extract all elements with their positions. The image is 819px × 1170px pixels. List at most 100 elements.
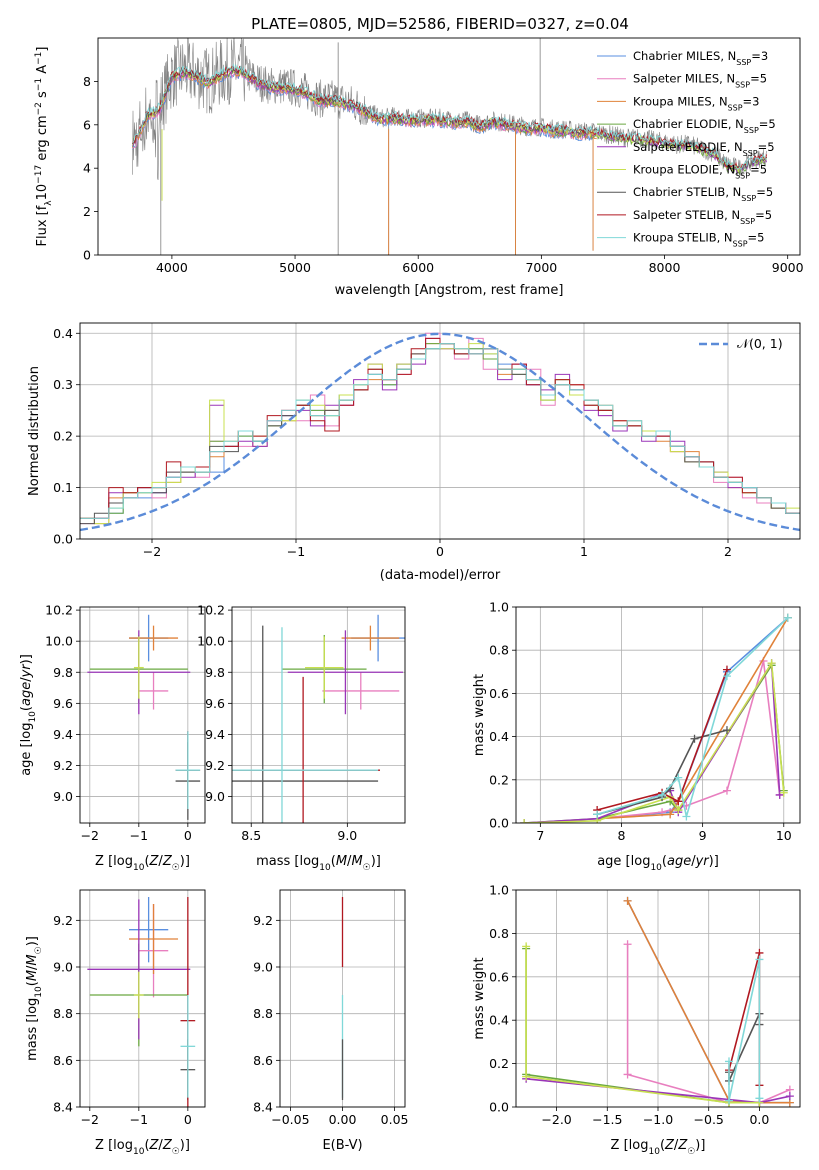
weight-marker <box>755 955 764 964</box>
weight_vs_Z-xtick-label: −0.5 <box>694 1112 724 1127</box>
model-chabrier-stelib <box>132 66 768 172</box>
age_vs_Z-xtick-label: −1 <box>130 828 148 843</box>
weight_vs_age-xtick-label: 7 <box>536 828 544 843</box>
spectrum-xlabel: wavelength [Angstrom, rest frame] <box>335 283 564 298</box>
legend-label: 𝒩(0, 1) <box>737 336 783 351</box>
legend-label-text: Kroupa MILES, N <box>633 94 728 108</box>
mass_vs_Z-ytick-label: 9.2 <box>53 913 73 928</box>
weight_vs_Z-xtick-label: −1.0 <box>643 1112 673 1127</box>
age_vs_Z-ytick-label: 9.0 <box>53 789 73 804</box>
age_vs_Z-frame <box>79 606 206 824</box>
age_vs_mass-ytick-label: 9.8 <box>205 665 225 680</box>
mass_vs_Z-ytick-label: 8.8 <box>53 1006 73 1021</box>
legend-label-text: Salpeter ELODIE, N <box>633 140 743 154</box>
weight_vs_Z-ytick-label: 0.2 <box>489 1056 509 1071</box>
model-kroupa-stelib <box>132 63 767 170</box>
spectrum-ytick-label: 4 <box>83 161 91 176</box>
mass_vs_Z-panel: −2 −1 0 8.4 8.6 8.8 9.0 9.2 Z [log10(Z/Z☉)] mass … <box>25 889 206 1157</box>
weight_vs_age-ytick-label: 1.0 <box>489 600 509 615</box>
age_vs_Z-xlabel: Z [log10(Z/Z☉)] <box>95 854 190 873</box>
legend-label-text: Chabrier MILES, N <box>633 49 736 63</box>
mass_vs_Z-ytick-label: 8.6 <box>53 1053 73 1068</box>
residuals-xtick-label: 1 <box>580 544 588 559</box>
spectrum-xtick-label: 8000 <box>649 260 681 275</box>
legend-label-suffix: =5 <box>759 117 776 131</box>
weight_vs_Z-ytick-label: 0.8 <box>489 926 509 941</box>
histogram-kroupa-stelib <box>80 343 800 519</box>
weight-marker <box>623 896 632 905</box>
weight-marker <box>674 797 683 806</box>
weight-marker <box>785 1092 794 1101</box>
mass_vs_Z-xlabel: Z [log10(Z/Z☉)] <box>95 1138 190 1157</box>
legend-label-sub: SSP <box>728 103 743 112</box>
weight_vs_age-ytick-label: 0.6 <box>489 686 509 701</box>
age_vs_Z-panel: −2 −1 0 9.0 9.2 9.4 9.6 9.8 10.0 10.2 Z [log10(Z/Z… <box>19 603 206 873</box>
spectrum-plot-area <box>132 38 768 255</box>
weight-marker <box>666 810 675 819</box>
age_vs_mass-ytick-label: 9.0 <box>205 789 225 804</box>
weight-line-chabrier-stelib <box>728 1013 761 1082</box>
spectrum-ytick-label: 6 <box>83 117 91 132</box>
weight_vs_age-panel: 7 8 9 10 0.0 0.2 0.4 0.6 0.8 1.0 age [log10(age/yr… <box>472 600 801 873</box>
weight-line-salpeter-miles <box>597 660 781 820</box>
weight_vs_Z-ytick-label: 0.6 <box>489 969 509 984</box>
spectrum-ytick-label: 0 <box>83 248 91 263</box>
weight_vs_age-ytick-label: 0.2 <box>489 772 509 787</box>
residuals-ytick-label: 0.2 <box>53 429 73 444</box>
weight_vs_Z-xtick-label: −2.0 <box>541 1112 571 1127</box>
legend-label-sub: SSP <box>735 80 750 89</box>
legend-label-text: Kroupa ELODIE, N <box>633 163 735 177</box>
weight_vs_Z-plot-area <box>522 896 794 1107</box>
legend-label: Salpeter ELODIE, NSSP=5 <box>633 140 775 158</box>
weight-marker <box>674 773 683 782</box>
legend-label-sub: SSP <box>736 58 751 67</box>
age_vs_mass-panel: 8.5 9.0 9.0 9.2 9.4 9.6 9.8 10.0 10.2 mass [log10… <box>197 603 406 873</box>
legend-label: Kroupa ELODIE, NSSP=5 <box>633 163 767 181</box>
legend-label-sub: SSP <box>735 171 750 180</box>
spectrum-xtick-label: 5000 <box>279 260 311 275</box>
legend-label-sub: SSP <box>741 194 756 203</box>
legend-label-text: Salpeter STELIB, N <box>633 208 740 222</box>
legend-label-sub: SSP <box>733 239 748 248</box>
weight-line-salpeter-stelib <box>596 669 728 811</box>
residuals-ytick-label: 0.1 <box>53 480 73 495</box>
weight-marker <box>682 812 691 821</box>
legend-label-suffix: =5 <box>748 231 765 245</box>
mass_vs_EBV-ytick-label: 8.4 <box>253 1100 273 1115</box>
mass_vs_EBV-frame <box>279 889 406 1108</box>
weight-marker <box>623 940 632 949</box>
residuals-ytick-label: 0.4 <box>53 326 73 341</box>
weight_vs_Z-frame <box>515 889 801 1108</box>
mass_vs_EBV-ytick-label: 8.8 <box>253 1006 273 1021</box>
weight-line-kroupa-elodie <box>524 660 785 823</box>
weight_vs_age-plot-area <box>520 613 792 823</box>
weight-marker <box>755 1094 764 1103</box>
spectrum-xtick-label: 6000 <box>402 260 434 275</box>
spectrum-ytick-label: 2 <box>83 204 91 219</box>
weight_vs_Z-ytick-label: 0.4 <box>489 1013 509 1028</box>
age_vs_mass-ytick-label: 9.2 <box>205 758 225 773</box>
mass_vs_EBV-panel: −0.05 0.00 0.05 8.4 8.6 8.8 9.0 9.2 E(B-V) <box>253 889 409 1153</box>
legend-label-text: Chabrier STELIB, N <box>633 185 741 199</box>
mass_vs_EBV-xtick-label: 0.00 <box>329 1112 357 1127</box>
legend-label: Kroupa MILES, NSSP=3 <box>633 94 759 112</box>
weight_vs_Z-xtick-label: −1.5 <box>592 1112 622 1127</box>
legend-label-suffix: =3 <box>751 49 768 63</box>
weight-marker <box>725 1096 733 1105</box>
weight_vs_age-frame <box>515 606 801 824</box>
legend-label: Salpeter STELIB, NSSP=5 <box>633 208 772 226</box>
weight_vs_age-ytick-label: 0.0 <box>489 816 509 831</box>
residuals-xtick-label: −2 <box>143 544 161 559</box>
legend-label-text: Salpeter MILES, N <box>633 72 735 86</box>
weight-marker <box>690 734 699 743</box>
model-salpeter-stelib <box>132 65 768 170</box>
weight-line-kroupa-miles <box>597 617 789 820</box>
weight_vs_age-ytick-label: 0.8 <box>489 643 509 658</box>
legend-label-sub: SSP <box>743 148 758 157</box>
age_vs_Z-ytick-label: 9.2 <box>53 758 73 773</box>
residuals-panel: −2 −1 0 1 2 0.0 0.1 0.2 0.3 0.4 (data-model)/error… <box>27 322 801 583</box>
weight-marker <box>783 613 792 622</box>
age_vs_Z-ytick-label: 10.0 <box>45 634 73 649</box>
legend-label: Salpeter MILES, NSSP=5 <box>633 72 767 90</box>
